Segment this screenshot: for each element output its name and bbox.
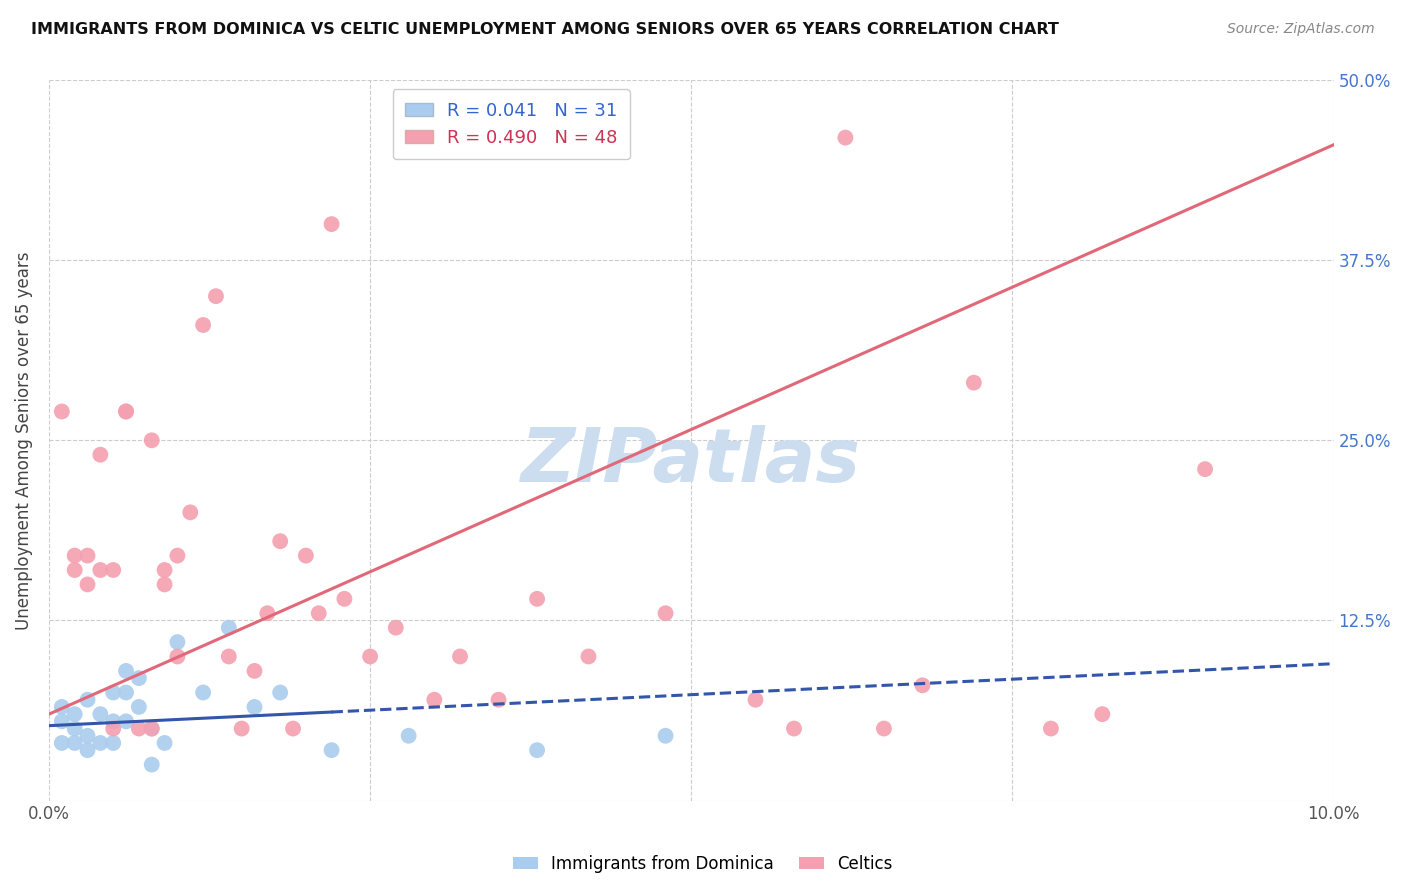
Point [63,736,86,750]
Point [141,722,163,736]
Point [166,635,188,649]
Point [115,404,138,418]
Point [76,577,98,591]
Y-axis label: Unemployment Among Seniors over 65 years: Unemployment Among Seniors over 65 years [15,251,32,630]
Point [141,434,163,448]
Point [103,714,125,729]
Point [63,722,86,736]
Point [103,736,125,750]
Point [256,607,278,621]
Point [488,692,510,706]
Point [308,607,330,621]
Point [834,130,856,145]
Legend: R = 0.041   N = 31, R = 0.490   N = 48: R = 0.041 N = 31, R = 0.490 N = 48 [392,89,630,160]
Point [141,722,163,736]
Point [269,685,291,699]
Point [1039,722,1062,736]
Point [423,692,446,706]
Point [128,700,150,714]
Point [76,743,98,757]
Text: IMMIGRANTS FROM DOMINICA VS CELTIC UNEMPLOYMENT AMONG SENIORS OVER 65 YEARS CORR: IMMIGRANTS FROM DOMINICA VS CELTIC UNEMP… [31,22,1059,37]
Point [654,729,676,743]
Point [873,722,896,736]
Point [115,714,138,729]
Point [115,404,138,418]
Point [243,700,266,714]
Point [89,736,111,750]
Point [218,649,240,664]
Point [281,722,304,736]
Point [179,505,201,519]
Point [63,707,86,722]
Point [398,729,420,743]
Point [744,692,766,706]
Point [911,678,934,692]
Point [89,563,111,577]
Point [115,685,138,699]
Point [1194,462,1216,476]
Point [1091,707,1114,722]
Point [51,404,73,418]
Point [76,692,98,706]
Point [269,534,291,549]
Point [128,722,150,736]
Point [449,649,471,664]
Point [295,549,318,563]
Point [333,591,356,606]
Point [115,664,138,678]
Point [103,563,125,577]
Point [231,722,253,736]
Point [76,729,98,743]
Point [76,549,98,563]
Point [321,217,343,231]
Point [128,671,150,685]
Legend: Immigrants from Dominica, Celtics: Immigrants from Dominica, Celtics [506,848,900,880]
Point [89,707,111,722]
Point [63,563,86,577]
Point [51,700,73,714]
Point [89,448,111,462]
Point [141,757,163,772]
Point [103,722,125,736]
Point [166,549,188,563]
Point [385,621,408,635]
Point [63,549,86,563]
Point [153,563,176,577]
Point [191,685,214,699]
Point [191,318,214,332]
Point [783,722,806,736]
Point [205,289,228,303]
Point [51,736,73,750]
Point [963,376,986,390]
Point [153,577,176,591]
Point [243,664,266,678]
Point [321,743,343,757]
Point [526,591,548,606]
Point [103,685,125,699]
Point [153,736,176,750]
Point [654,607,676,621]
Point [51,714,73,729]
Text: Source: ZipAtlas.com: Source: ZipAtlas.com [1227,22,1375,37]
Point [359,649,381,664]
Point [166,649,188,664]
Point [578,649,600,664]
Text: ZIPatlas: ZIPatlas [522,425,862,499]
Point [218,621,240,635]
Point [526,743,548,757]
